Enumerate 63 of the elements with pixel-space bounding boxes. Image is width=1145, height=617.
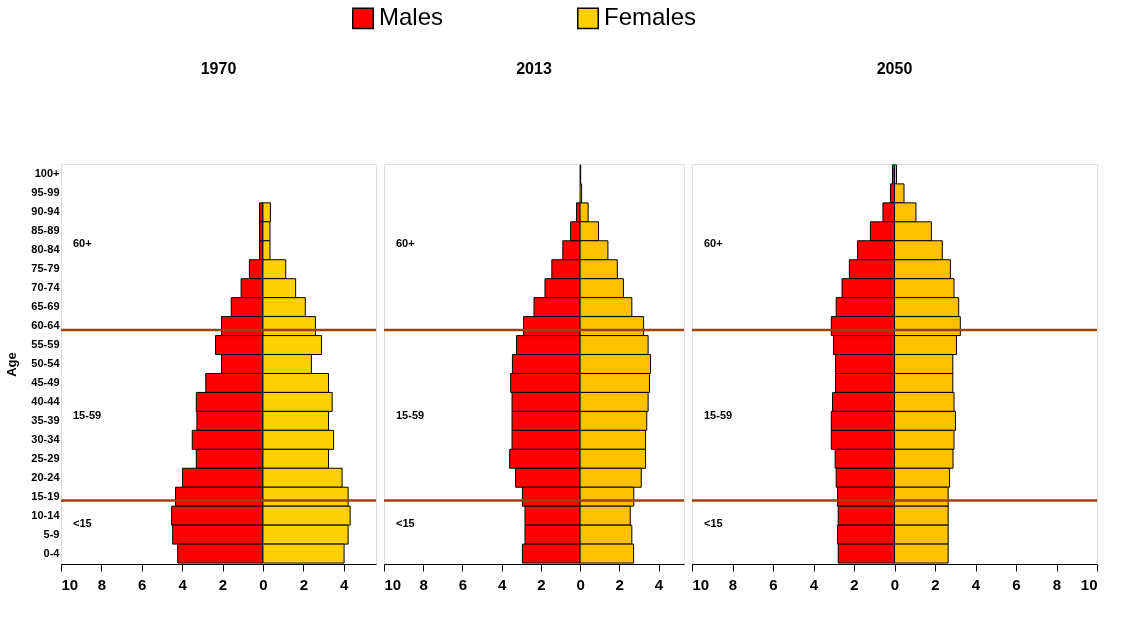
x-tick-label: 2 — [931, 575, 940, 593]
x-tick-label: 2 — [299, 575, 308, 593]
x-tick-label: 6 — [1012, 575, 1021, 593]
y-tick-label: 80-84 — [31, 243, 61, 256]
x-tick-label: 4 — [971, 575, 981, 593]
x-tick-label: 4 — [654, 575, 664, 593]
x-tick-label: 6 — [138, 575, 147, 593]
y-tick-label: 90-94 — [31, 205, 61, 218]
y-tick-label: 15-19 — [31, 489, 60, 502]
y-tick-label: 95-99 — [31, 186, 60, 199]
x-tick-label: 10 — [384, 575, 402, 593]
annotation: <15 — [704, 517, 723, 529]
chart-title: 1970 — [200, 60, 237, 77]
x-tick-label: 2 — [615, 575, 624, 593]
x-tick-label: 0 — [890, 575, 900, 593]
x-tick-label: 6 — [458, 575, 468, 593]
x-tick-label: 8 — [97, 575, 107, 593]
annotation: 15-59 — [73, 409, 102, 421]
legend-label: Females — [604, 3, 697, 31]
y-tick-label: 60-64 — [31, 319, 61, 332]
y-tick-label: 40-44 — [31, 394, 61, 407]
y-tick-label: 35-39 — [31, 413, 60, 426]
x-tick-label: 6 — [769, 575, 778, 593]
y-axis-title: Age — [4, 352, 20, 377]
y-tick-label: 20-24 — [31, 470, 61, 483]
x-tick-label: 10 — [692, 575, 710, 593]
y-tick-label: 70-74 — [31, 281, 61, 294]
annotation: 60+ — [73, 237, 92, 249]
x-tick-label: 2 — [537, 575, 546, 593]
y-tick-label: 85-89 — [31, 224, 60, 237]
x-tick-label: 0 — [576, 575, 585, 593]
x-tick-label: 10 — [61, 575, 79, 593]
annotation: 60+ — [396, 237, 415, 249]
y-tick-label: 55-59 — [31, 338, 60, 351]
annotation: <15 — [396, 517, 415, 529]
y-tick-label: 75-79 — [31, 262, 60, 275]
y-tick-label: 0-4 — [43, 546, 61, 559]
x-tick-label: 4 — [340, 575, 350, 593]
y-tick-label: 45-49 — [31, 375, 60, 388]
x-tick-label: 8 — [728, 575, 738, 593]
y-tick-label: 30-34 — [31, 432, 61, 445]
y-tick-label: 50-54 — [31, 357, 61, 369]
x-tick-label: 4 — [178, 575, 188, 593]
x-tick-label: 8 — [419, 575, 428, 593]
annotation: <15 — [73, 517, 92, 529]
x-tick-label: 4 — [497, 575, 507, 593]
chart-title: 2050 — [876, 60, 913, 77]
x-tick-label: 2 — [218, 575, 228, 593]
legend-label: Males — [379, 3, 444, 31]
x-tick-label: 4 — [809, 575, 819, 593]
x-tick-label: 10 — [1080, 575, 1098, 593]
y-tick-label: 100+ — [34, 167, 60, 180]
chart-title: 2013 — [516, 60, 552, 77]
annotation: 15-59 — [704, 409, 733, 421]
y-tick-label: 25-29 — [31, 451, 60, 464]
y-tick-label: 10-14 — [31, 508, 61, 521]
x-tick-label: 0 — [259, 575, 268, 593]
x-tick-label: 2 — [850, 575, 859, 593]
annotation: 60+ — [704, 237, 723, 249]
annotation: 15-59 — [396, 409, 425, 421]
x-tick-label: 8 — [1052, 575, 1062, 593]
y-tick-label: 65-69 — [31, 300, 60, 313]
y-tick-label: 5-9 — [43, 527, 60, 540]
